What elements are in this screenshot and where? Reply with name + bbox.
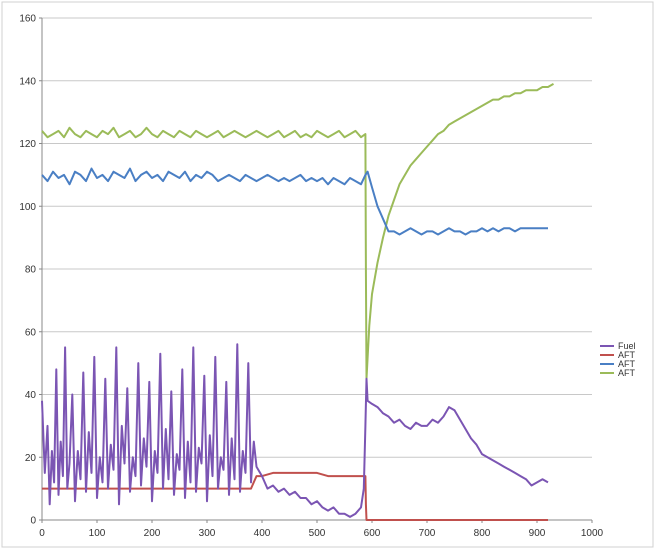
x-tick-label: 200 xyxy=(144,528,161,539)
x-tick-label: 500 xyxy=(309,528,326,539)
legend-label: AFT xyxy=(618,359,636,369)
y-tick-label: 40 xyxy=(25,390,37,401)
legend-label: AFT xyxy=(618,350,636,360)
x-tick-label: 600 xyxy=(364,528,381,539)
series-lines xyxy=(41,83,554,521)
y-tick-label: 160 xyxy=(19,14,36,25)
y-tick-label: 60 xyxy=(25,327,37,338)
x-tick-label: 1000 xyxy=(581,528,604,539)
y-tick-label: 20 xyxy=(25,453,37,464)
y-tick-label: 0 xyxy=(30,516,36,527)
x-tick-label: 900 xyxy=(529,528,546,539)
y-tick-label: 100 xyxy=(19,202,36,213)
y-tick-label: 80 xyxy=(25,265,37,276)
y-tick-label: 140 xyxy=(19,76,36,87)
legend-label: Fuel xyxy=(618,341,636,351)
x-tick-label: 400 xyxy=(254,528,271,539)
y-tick-label: 120 xyxy=(19,139,36,150)
legend-label: AFT xyxy=(618,368,636,378)
x-tick-label: 100 xyxy=(89,528,106,539)
series-line-fuel-0 xyxy=(41,343,549,518)
series-line-aft-3 xyxy=(41,83,554,380)
x-tick-label: 0 xyxy=(39,528,45,539)
x-tick-label: 300 xyxy=(199,528,216,539)
axes: 0 20 40 60 80 100 120 140 160 0 100 200 300 400 500 600… xyxy=(19,14,603,540)
x-tick-label: 700 xyxy=(419,528,436,539)
series-line-aft-2 xyxy=(41,167,548,236)
x-tick-label: 800 xyxy=(474,528,491,539)
